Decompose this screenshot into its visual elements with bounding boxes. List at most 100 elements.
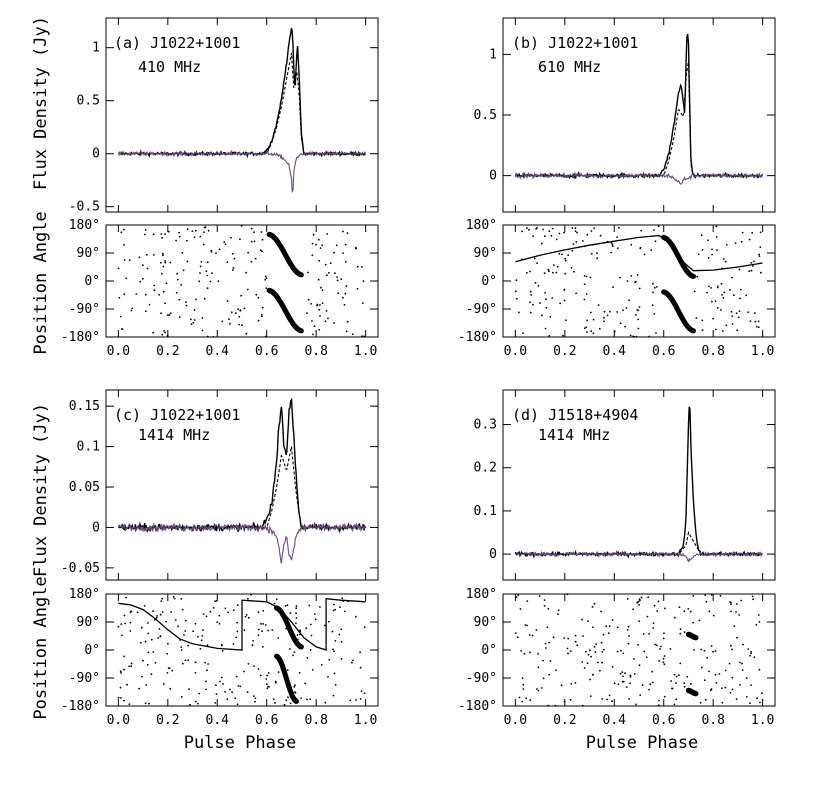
x-tick-label: 0.4	[603, 344, 627, 359]
pa-noise-point	[152, 331, 155, 334]
pa-noise-point	[638, 287, 641, 290]
pa-noise-point	[129, 630, 132, 632]
pa-noise-point	[536, 262, 538, 265]
pa-noise-point	[360, 690, 363, 692]
pa-noise-point	[563, 231, 565, 234]
pa-noise-point	[738, 268, 741, 271]
pa-noise-point	[563, 288, 566, 291]
pa-noise-point	[639, 694, 642, 696]
pa-noise-point	[120, 672, 122, 674]
pa-noise-point	[619, 276, 621, 279]
x-tick-label: 0.6	[652, 344, 675, 359]
pa-noise-point	[582, 635, 584, 637]
pa-noise-point	[716, 249, 718, 252]
pa-noise-point	[205, 688, 207, 691]
panel-a-label: (a) J1022+1001	[114, 34, 240, 52]
pa-noise-point	[206, 261, 209, 264]
panel-a-flux: -0.5 0 0.5 1	[69, 17, 379, 215]
pa-noise-point	[759, 246, 762, 249]
pa-noise-point	[673, 616, 676, 619]
pa-noise-point	[144, 229, 147, 231]
pa-noise-point	[160, 600, 163, 602]
pa-noise-point	[288, 648, 291, 650]
x-tick-label: 0.6	[255, 344, 278, 359]
pa-noise-point	[165, 282, 168, 285]
pa-noise-point	[555, 271, 558, 274]
pa-noise-point	[714, 300, 717, 302]
pa-noise-point	[651, 282, 654, 285]
pa-noise-point	[321, 302, 324, 305]
pa-noise-point	[183, 634, 185, 636]
pa-noise-point	[551, 227, 554, 230]
pa-noise-point	[655, 644, 658, 647]
pa-noise-point	[544, 327, 547, 330]
flux-axis-title-bottom: Flux Density (Jy)	[31, 403, 51, 577]
pa-noise-point	[144, 702, 147, 705]
pa-noise-point	[229, 688, 231, 691]
pa-noise-point	[538, 595, 541, 597]
pa-noise-point	[123, 614, 126, 617]
circular-polarization-line	[117, 150, 367, 194]
y-tick-label: 180°	[69, 587, 100, 602]
pa-noise-point	[581, 704, 584, 707]
pa-noise-point	[555, 238, 558, 241]
pa-noise-point	[678, 606, 681, 609]
pa-noise-point	[342, 296, 344, 299]
pa-noise-point	[740, 240, 743, 243]
pa-noise-point	[140, 641, 142, 644]
pa-noise-point	[758, 253, 760, 256]
pa-noise-point	[316, 303, 319, 306]
pa-noise-point	[749, 320, 752, 322]
pa-noise-point	[152, 610, 155, 612]
pa-noise-point	[608, 694, 611, 697]
pa-noise-point	[235, 636, 238, 639]
pa-noise-point	[663, 632, 665, 635]
pa-noise-point	[232, 609, 235, 611]
pa-noise-point	[190, 318, 192, 321]
pa-noise-point	[315, 243, 317, 246]
pa-noise-point	[226, 698, 229, 701]
pa-noise-point	[180, 649, 183, 651]
pa-noise-point	[745, 677, 748, 679]
pa-noise-point	[119, 686, 122, 689]
panel-b-frequency: 610 MHz	[538, 58, 601, 76]
pa-noise-point	[701, 249, 704, 251]
pa-noise-point	[679, 662, 682, 665]
pa-noise-point	[293, 686, 296, 688]
pa-noise-point	[626, 280, 629, 282]
flux-axis-title-top: Flux Density (Jy)	[31, 16, 51, 190]
pa-noise-point	[595, 643, 597, 646]
pa-noise-point	[215, 693, 218, 695]
pa-noise-point	[586, 319, 588, 322]
pa-noise-point	[312, 333, 314, 336]
pa-noise-point	[218, 248, 221, 251]
pa-noise-point	[587, 653, 590, 656]
phase-axis-title-left: Pulse Phase	[184, 733, 297, 753]
pa-noise-point	[163, 330, 166, 332]
pa-noise-point	[652, 681, 654, 684]
pa-noise-point	[574, 640, 577, 643]
pa-noise-point	[636, 274, 639, 276]
pa-noise-point	[542, 659, 544, 662]
pa-noise-point	[652, 291, 654, 294]
pa-noise-point	[608, 625, 611, 627]
panel-b-flux: 00.51	[474, 17, 776, 213]
panel-d-label: (d) J1518+4904	[512, 406, 638, 424]
pa-noise-point	[711, 253, 713, 256]
pa-noise-point	[653, 286, 656, 289]
pa-noise-point	[757, 614, 760, 616]
pa-noise-point	[563, 637, 565, 639]
rvm-fit-curve	[515, 234, 763, 272]
pa-noise-point	[239, 238, 241, 241]
pa-noise-point	[589, 311, 592, 314]
pa-noise-point	[141, 675, 143, 678]
pa-noise-point	[327, 317, 329, 320]
pa-noise-point	[592, 626, 594, 629]
pa-noise-point	[716, 286, 719, 289]
pa-noise-point	[581, 661, 584, 663]
pa-noise-point	[707, 257, 710, 259]
pa-noise-point	[626, 628, 629, 631]
pa-noise-point	[175, 291, 178, 294]
pa-noise-point	[574, 230, 577, 233]
pa-noise-point	[284, 605, 287, 607]
